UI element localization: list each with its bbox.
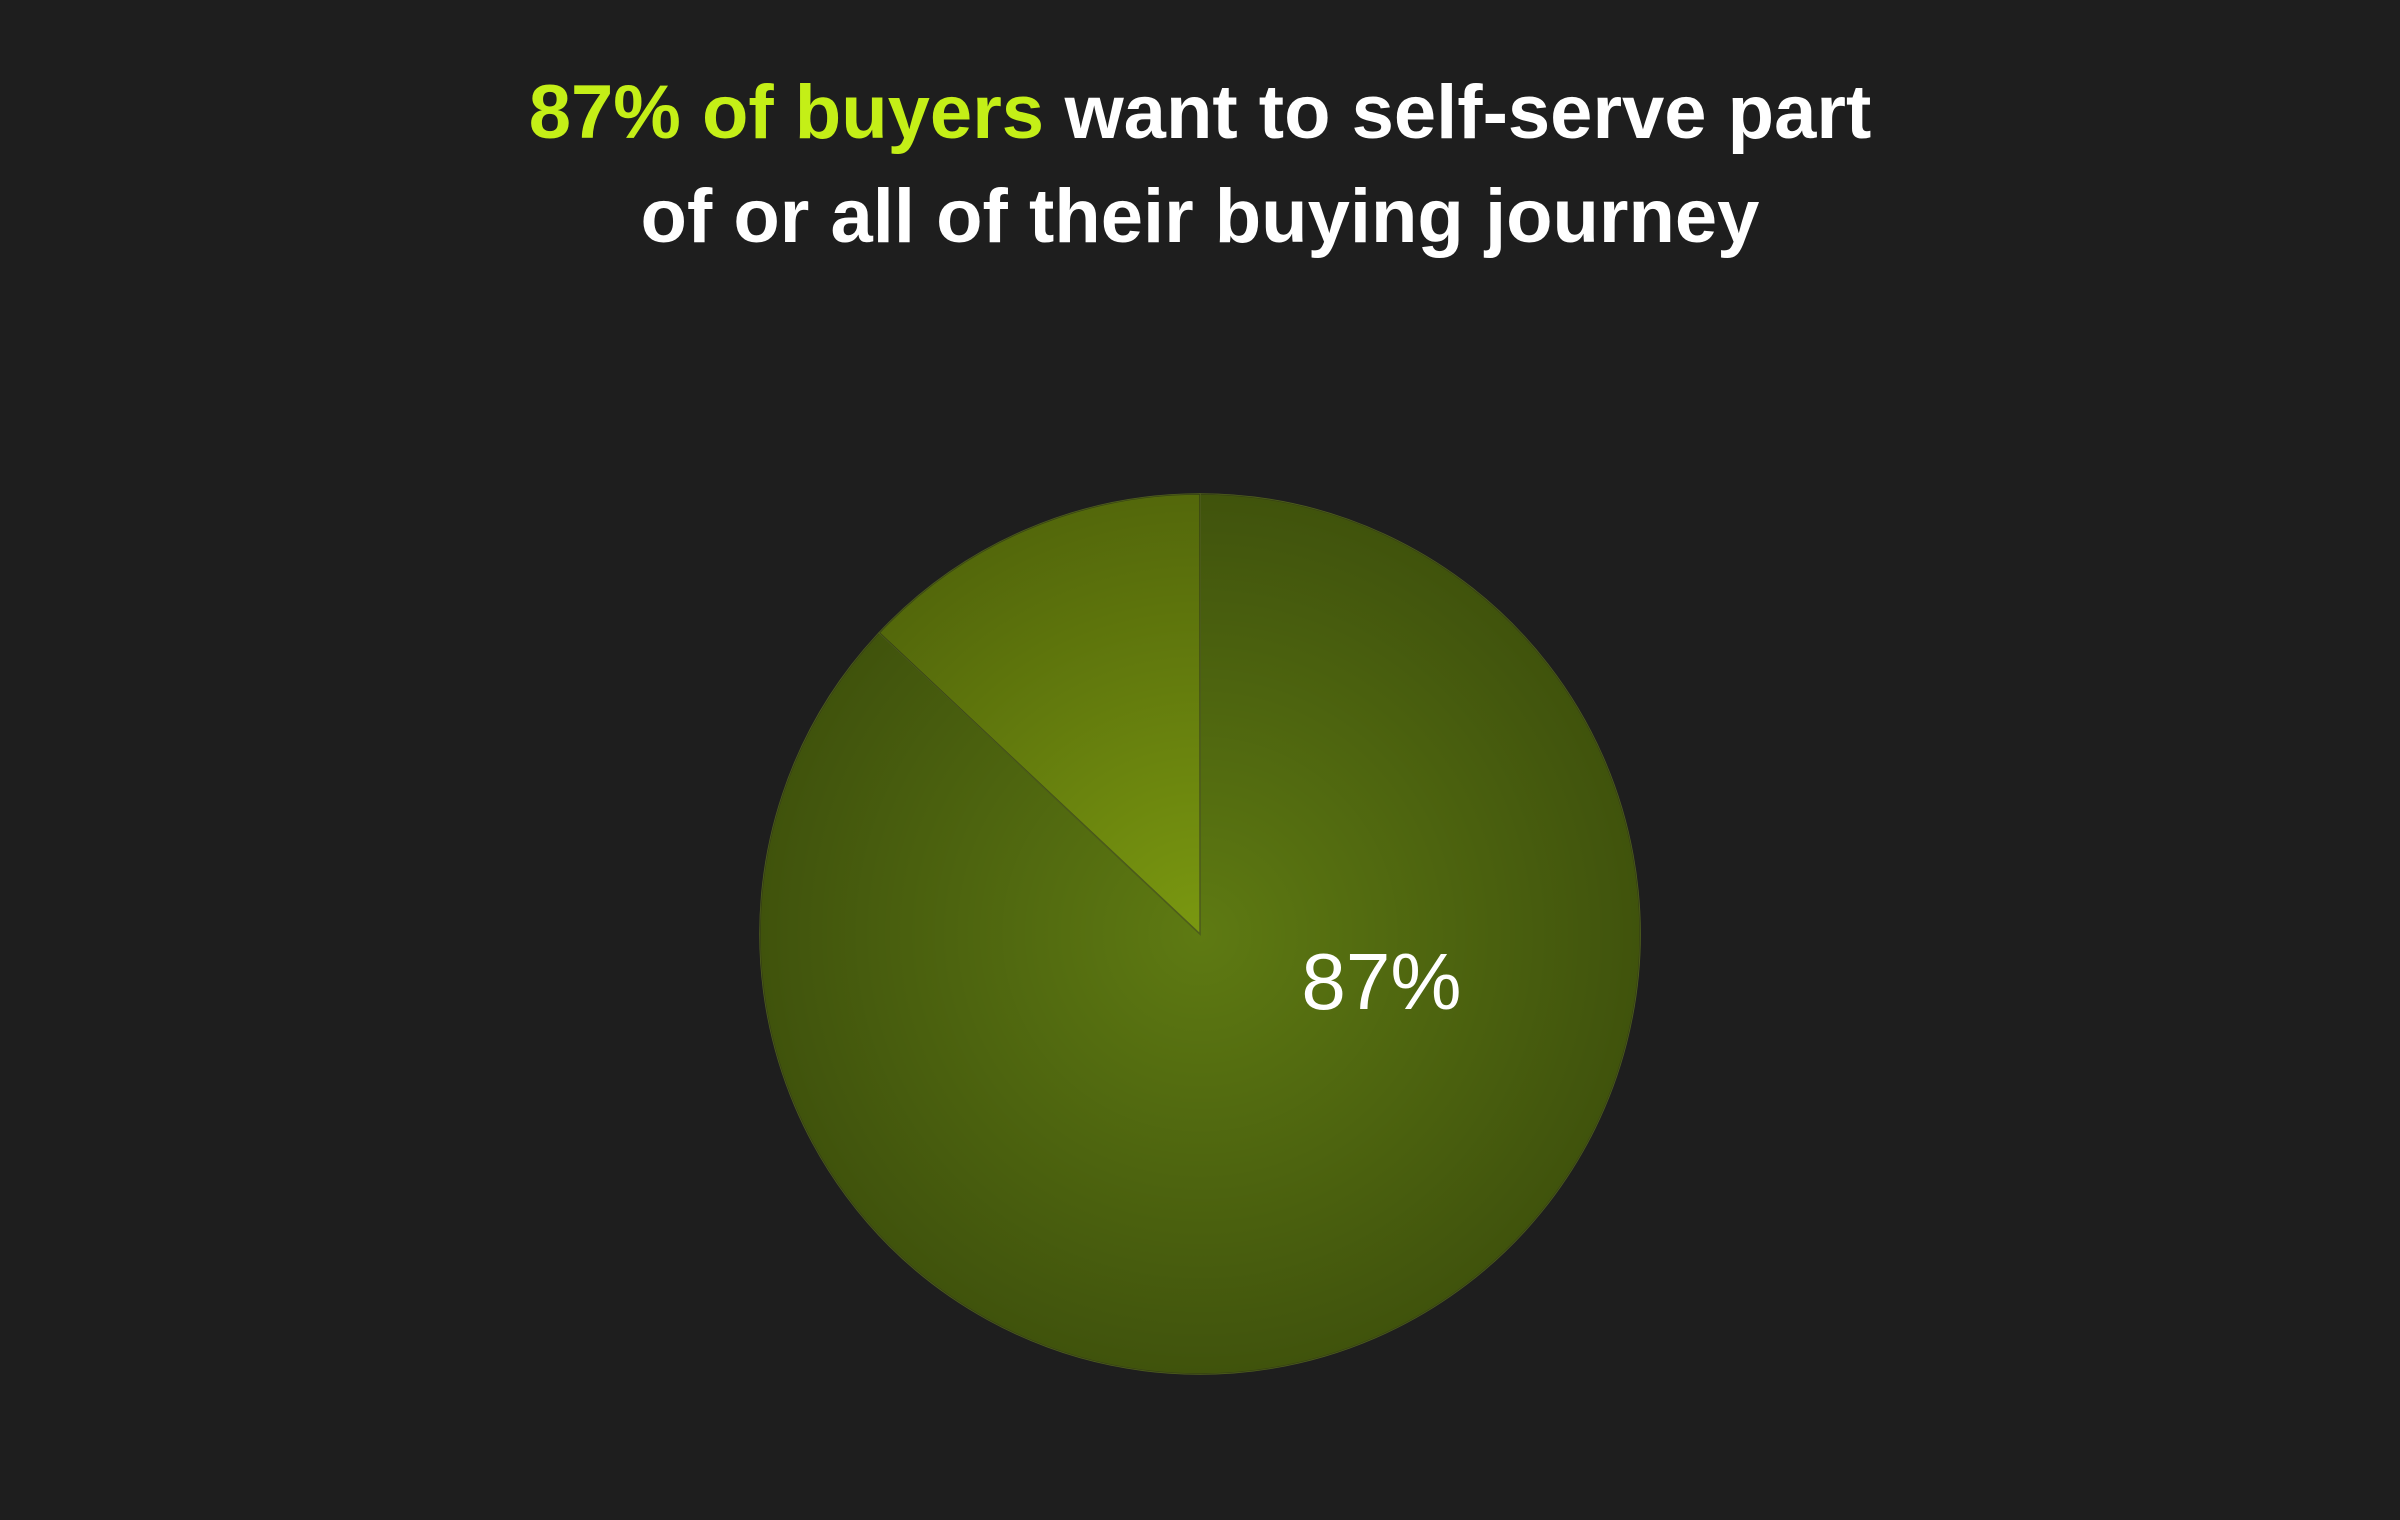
slice-shade — [879, 494, 1200, 934]
title-text: want to self-serve part — [1064, 70, 1872, 155]
chart-title: 87% of buyers want to self-serve part — [529, 70, 1872, 155]
value-label: 87% — [1301, 937, 1461, 1026]
title-highlight: 87% of buyers — [529, 70, 1044, 155]
chart-title: of or all of their buying journey — [641, 174, 1760, 259]
pie: 87% — [759, 493, 1641, 1375]
